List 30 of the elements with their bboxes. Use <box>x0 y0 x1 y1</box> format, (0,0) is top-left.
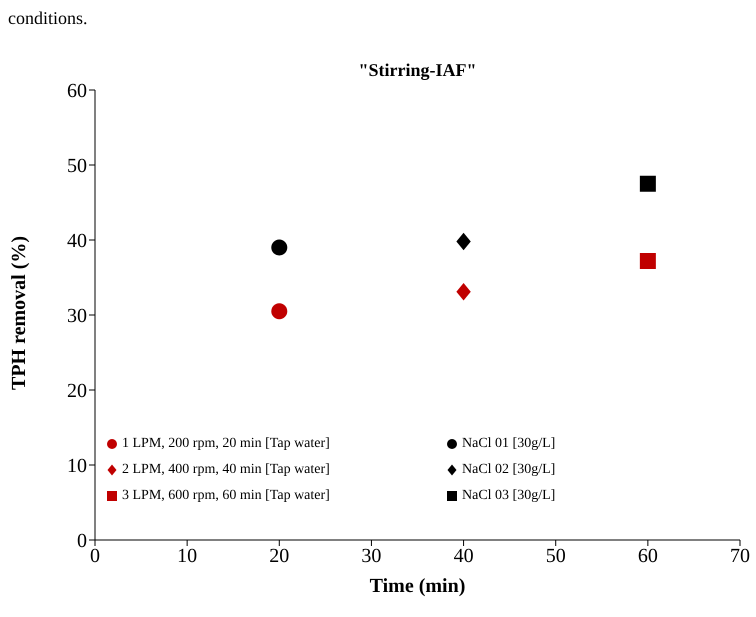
point <box>456 232 471 250</box>
y-tick-label: 40 <box>67 230 87 252</box>
y-tick-label: 30 <box>67 305 87 328</box>
x-tick-label: 50 <box>546 545 566 568</box>
y-tick-label: 60 <box>67 80 87 102</box>
point <box>640 253 656 269</box>
point <box>640 176 656 192</box>
y-tick-label: 0 <box>77 530 87 552</box>
legend-label: 3 LPM, 600 rpm, 60 min [Tap water] <box>122 488 330 504</box>
y-axis-title: TPH removal (%) <box>8 236 30 390</box>
chart-title: "Stirring-IAF" <box>358 60 478 81</box>
point <box>271 303 288 320</box>
y-tick-label: 10 <box>67 455 87 478</box>
legend-label: NaCl 02 [30g/L] <box>462 462 556 478</box>
legend-label: NaCl 03 [30g/L] <box>462 488 556 504</box>
x-tick-label: 60 <box>638 545 658 568</box>
point <box>271 240 288 256</box>
legend-label: 2 LPM, 400 rpm, 40 min [Tap water] <box>122 462 330 478</box>
x-tick-label: 10 <box>177 545 198 568</box>
x-tick-label: 70 <box>730 545 750 568</box>
x-tick-label: 40 <box>454 545 474 568</box>
y-tick-label: 50 <box>67 155 87 178</box>
y-tick-label: 20 <box>67 380 87 402</box>
legend-label: NaCl 01 [30g/L] <box>462 436 556 452</box>
text: conditions. <box>8 8 88 29</box>
x-tick-label: 20 <box>269 545 290 568</box>
point <box>456 282 471 301</box>
x-tick-label: 30 <box>361 545 382 568</box>
x-axis-title: Time (min) <box>370 575 466 597</box>
legend-label: 1 LPM, 200 rpm, 20 min [Tap water] <box>122 436 330 452</box>
